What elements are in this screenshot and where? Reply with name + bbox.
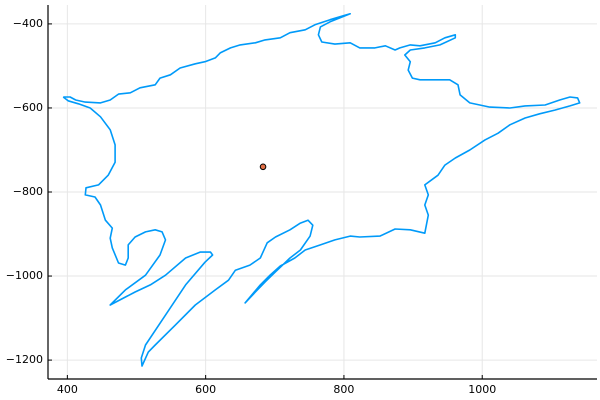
y-tick-label: −1200 [6, 353, 43, 366]
x-tick-label: 800 [333, 383, 354, 396]
x-tick-label: 600 [195, 383, 216, 396]
y-tick-label: −600 [13, 101, 43, 114]
y-tick-label: −800 [13, 185, 43, 198]
y-tick-label: −1000 [6, 269, 43, 282]
scatter-point [259, 163, 267, 171]
x-tick-label: 1000 [468, 383, 496, 396]
y-tick-label: −400 [13, 17, 43, 30]
x-tick-label: 400 [57, 383, 78, 396]
outline-line [62, 13, 581, 367]
